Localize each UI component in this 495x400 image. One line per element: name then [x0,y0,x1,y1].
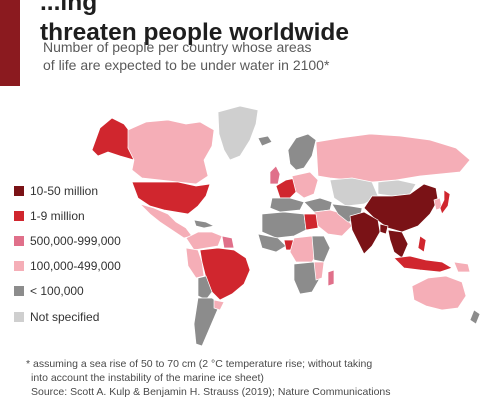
legend: 10-50 million 1-9 million 500,000-999,00… [14,178,121,329]
region-west-africa [257,233,287,253]
region-iceland [257,135,273,147]
region-brazil [199,247,251,301]
region-japan [439,189,451,215]
region-madagascar [327,269,335,287]
region-uruguay [213,299,225,311]
legend-swatch [14,185,24,196]
subtitle-line-2: of life are expected to be under water i… [43,57,330,73]
region-canada [127,119,215,185]
legend-label: 500,000-999,000 [30,233,121,248]
legend-item-10-50-million: 10-50 million [14,178,121,203]
region-southeast-asia [387,229,409,259]
title-line-1: ...ing [40,0,98,16]
region-north-africa [261,211,307,239]
region-caribbean [193,219,215,229]
accent-bar [0,0,20,86]
region-new-zealand [469,309,481,325]
page-title: ...ing threaten people worldwide [40,0,349,48]
legend-label: 10-50 million [30,183,99,198]
region-east-africa [311,235,331,263]
legend-swatch [14,311,24,322]
region-usa [131,181,211,215]
region-uk [269,165,281,185]
legend-label: < 100,000 [30,284,84,299]
footnote: * assuming a sea rise of 50 to 70 cm (2 … [26,357,391,399]
region-guianas [221,235,235,249]
legend-item-1-9-million: 1-9 million [14,203,121,228]
legend-label: 100,000-499,000 [30,259,121,274]
region-russia [315,133,471,183]
title-line-2: threaten people worldwide [40,19,350,46]
legend-label: 1-9 million [30,208,85,223]
subtitle: Number of people per country whose areas… [43,38,329,74]
region-bolivia [197,275,213,301]
region-australia [411,275,467,311]
region-india [349,211,381,255]
region-indonesia [393,255,453,273]
legend-item-under-100k: < 100,000 [14,279,121,304]
legend-swatch [14,261,24,272]
legend-item-100k-499k: 100,000-499,000 [14,254,121,279]
subtitle-line-1: Number of people per country whose areas [43,39,312,55]
region-turkey [303,197,333,213]
region-mozambique [313,261,325,281]
region-central-europe [291,171,319,199]
legend-item-not-specified: Not specified [14,304,121,329]
region-scandinavia [287,133,317,171]
region-papua [453,261,471,273]
legend-swatch [14,286,24,297]
region-peru [185,247,205,279]
region-southern-europe [269,197,305,213]
region-greenland [217,105,259,161]
legend-label: Not specified [30,309,100,324]
footnote-line-1: * assuming a sea rise of 50 to 70 cm (2 … [26,358,373,370]
legend-swatch [14,235,24,246]
region-egypt [303,213,319,231]
region-bangladesh [379,223,389,235]
legend-swatch [14,210,24,221]
legend-item-500k-999k: 500,000-999,000 [14,228,121,253]
footnote-line-2: into account the instability of the mari… [31,372,264,384]
world-map [91,105,481,347]
source-line: Source: Scott A. Kulp & Benjamin H. Stra… [31,386,391,398]
region-philippines [417,235,427,253]
